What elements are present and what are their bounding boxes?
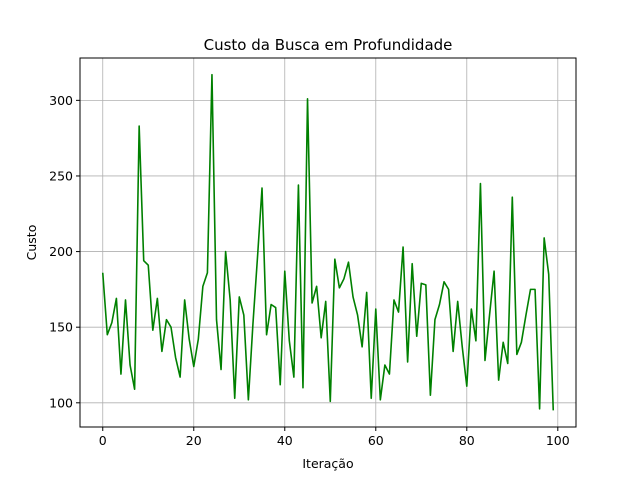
y-axis: 100 150 200 250 300 — [49, 93, 80, 410]
x-axis-label: Iteração — [302, 456, 353, 471]
x-tick-label: 60 — [368, 433, 384, 448]
x-tick-label: 20 — [186, 433, 202, 448]
x-tick-label: 0 — [99, 433, 107, 448]
chart-title: Custo da Busca em Profundidade — [204, 36, 453, 54]
series-line-0 — [101, 73, 555, 411]
x-axis: 0 20 40 60 80 100 — [99, 427, 570, 448]
x-tick-label: 80 — [459, 433, 475, 448]
y-tick-label: 100 — [49, 395, 73, 410]
x-tick-label: 40 — [277, 433, 293, 448]
x-tick-label: 100 — [546, 433, 570, 448]
y-tick-label: 150 — [49, 320, 73, 335]
axes-frame — [79, 57, 577, 428]
y-tick-label: 250 — [49, 168, 73, 183]
plot-area — [101, 73, 555, 411]
y-tick-label: 300 — [49, 93, 73, 108]
y-axis-label: Custo — [24, 225, 39, 261]
y-tick-label: 200 — [49, 244, 73, 259]
grid-lines — [80, 58, 576, 427]
